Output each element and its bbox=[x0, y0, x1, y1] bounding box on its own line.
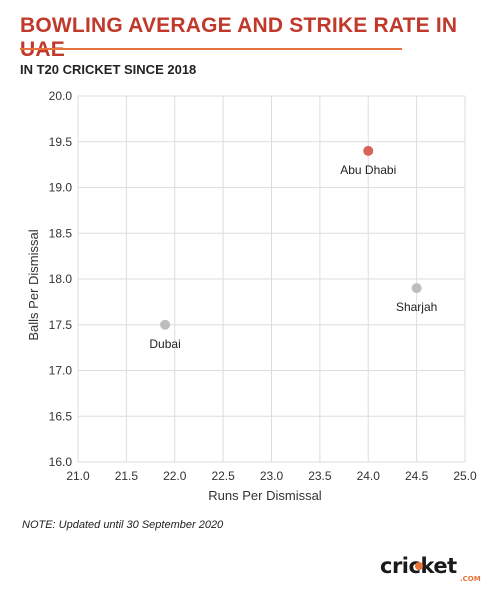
data-points: Abu Dhabi Sharjah Dubai bbox=[149, 145, 437, 351]
y-axis-label: Balls Per Dismissal bbox=[26, 229, 41, 340]
point-label: Abu Dhabi bbox=[340, 163, 396, 177]
cricket-ball-icon bbox=[415, 562, 423, 570]
grid-lines bbox=[77, 95, 466, 463]
scatter-chart: 21.0 21.5 22.0 22.5 23.0 23.5 24.0 24.5 25.0 16.0… bbox=[26, 89, 477, 503]
x-tick-label: 24.0 bbox=[357, 469, 381, 483]
x-axis-label: Runs Per Dismissal bbox=[208, 488, 322, 503]
y-tick-label: 19.0 bbox=[49, 181, 73, 195]
point-label: Dubai bbox=[149, 337, 180, 351]
x-tick-label: 21.0 bbox=[66, 469, 90, 483]
tick-labels: 21.0 21.5 22.0 22.5 23.0 23.5 24.0 24.5 25.0 16.0… bbox=[49, 89, 477, 483]
x-tick-label: 23.5 bbox=[308, 469, 332, 483]
footnote: NOTE: Updated until 30 September 2020 bbox=[22, 519, 224, 531]
cricket-com-logo: cricket .COM bbox=[380, 554, 481, 584]
x-tick-label: 24.5 bbox=[405, 469, 429, 483]
y-tick-label: 18.5 bbox=[49, 226, 73, 240]
point-label: Sharjah bbox=[396, 300, 437, 314]
x-tick-label: 23.0 bbox=[260, 469, 284, 483]
x-tick-label: 22.0 bbox=[163, 469, 187, 483]
title-underline bbox=[20, 48, 402, 50]
x-tick-label: 25.0 bbox=[453, 469, 477, 483]
chart-title: BOWLING AVERAGE AND STRIKE RATE IN UAE bbox=[20, 14, 458, 61]
data-point bbox=[160, 319, 171, 330]
y-tick-label: 18.0 bbox=[49, 272, 73, 286]
y-tick-label: 16.5 bbox=[49, 409, 73, 423]
y-tick-label: 20.0 bbox=[49, 89, 73, 103]
chart-subtitle: IN T20 CRICKET SINCE 2018 bbox=[20, 62, 197, 77]
y-tick-label: 16.0 bbox=[49, 455, 73, 469]
data-point bbox=[363, 145, 374, 156]
logo-suffix: .COM bbox=[460, 575, 481, 583]
y-tick-label: 17.0 bbox=[49, 364, 73, 378]
y-tick-label: 17.5 bbox=[49, 318, 73, 332]
data-point bbox=[411, 283, 422, 294]
x-tick-label: 21.5 bbox=[115, 469, 139, 483]
x-tick-label: 22.5 bbox=[211, 469, 235, 483]
y-tick-label: 19.5 bbox=[49, 135, 73, 149]
